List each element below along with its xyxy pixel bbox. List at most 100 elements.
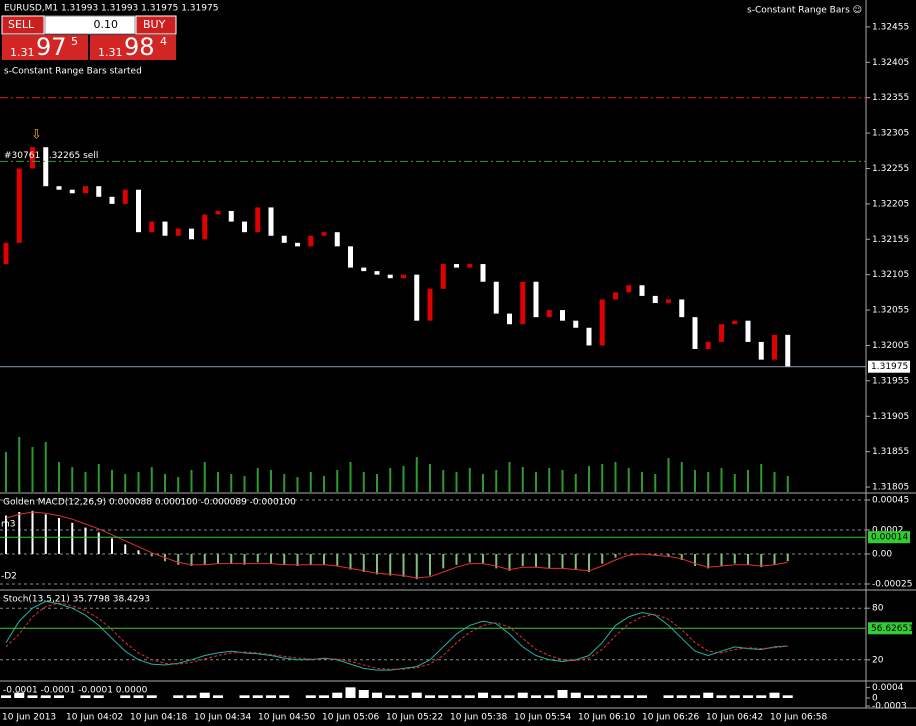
osc-bar bbox=[478, 692, 488, 698]
candle-body bbox=[785, 334, 791, 367]
osc-bar bbox=[570, 692, 581, 698]
lot-field[interactable] bbox=[44, 15, 136, 35]
y-tick-label: 1.31955 bbox=[872, 376, 909, 386]
osc-bar bbox=[491, 695, 502, 698]
y-tick-label: 0.00 bbox=[872, 550, 892, 560]
osc-bar bbox=[716, 695, 727, 698]
time-label: 10 Jun 04:18 bbox=[130, 713, 187, 723]
candle-body bbox=[573, 320, 579, 328]
candle-body bbox=[546, 310, 552, 318]
osc-bar bbox=[411, 692, 422, 698]
buy-price-box[interactable] bbox=[90, 35, 176, 60]
candle-body bbox=[308, 235, 314, 247]
candle-body bbox=[626, 285, 632, 293]
candle-body bbox=[175, 228, 181, 236]
candle-body bbox=[228, 210, 234, 222]
buy-button[interactable] bbox=[135, 15, 177, 35]
y-tick-label: 1.32105 bbox=[872, 270, 909, 280]
candle-body bbox=[454, 264, 459, 268]
candle-body bbox=[745, 320, 751, 342]
y-tick-label: 1.32355 bbox=[872, 93, 909, 103]
candle-body bbox=[387, 274, 393, 279]
time-label: 10 Jun 05:38 bbox=[450, 713, 507, 723]
osc-bar bbox=[305, 695, 316, 698]
candle-body bbox=[599, 299, 605, 346]
osc-bar bbox=[544, 695, 555, 698]
sell-price-box[interactable] bbox=[2, 35, 88, 60]
y-tick-label: 1.32455 bbox=[872, 22, 909, 32]
osc-bar bbox=[319, 695, 329, 698]
indicator-line bbox=[5, 600, 788, 671]
time-label: 10 Jun 06:10 bbox=[578, 713, 635, 723]
buy-label: BUY bbox=[143, 18, 166, 31]
candle-body bbox=[507, 313, 512, 325]
candle-body bbox=[215, 210, 221, 215]
candle-body bbox=[427, 288, 433, 321]
candle-body bbox=[401, 274, 406, 279]
osc-bar bbox=[637, 695, 647, 698]
candle-body bbox=[30, 147, 35, 169]
order-label: #30761 1.32265 sell bbox=[4, 151, 98, 161]
y-tick-label: 0.0004 bbox=[872, 683, 904, 693]
indicator-line bbox=[5, 602, 788, 670]
candle-body bbox=[361, 267, 367, 272]
candle-body bbox=[255, 207, 261, 233]
y-tick-label: 1.31855 bbox=[872, 447, 909, 457]
y-tick-label: 1.32255 bbox=[872, 164, 909, 174]
osc-bar bbox=[557, 690, 568, 698]
osc-bar bbox=[464, 695, 475, 698]
osc-bar bbox=[27, 695, 38, 698]
candle-body bbox=[162, 221, 168, 236]
time-label: 10 Jun 06:42 bbox=[706, 713, 763, 723]
candle-body bbox=[719, 324, 724, 342]
osc-bar bbox=[358, 690, 369, 698]
osc-bar bbox=[239, 695, 250, 698]
y-tick-label: -0.0003 bbox=[872, 702, 907, 712]
candle-body bbox=[56, 186, 62, 190]
left-label: -D2 bbox=[1, 572, 17, 582]
sell-button[interactable] bbox=[1, 15, 45, 35]
time-label: 10 Jun 06:58 bbox=[770, 713, 827, 723]
candle-body bbox=[334, 232, 340, 247]
osc-bar bbox=[252, 695, 263, 698]
indicator-title: Golden MACD(12,26,9) 0.000088 0.000100 -… bbox=[3, 498, 296, 508]
indicator-name: s-Constant Range Bars ☺ bbox=[747, 5, 862, 16]
indicator-line bbox=[5, 511, 788, 579]
candle-body bbox=[136, 189, 141, 233]
candle-body bbox=[639, 285, 645, 296]
osc-bar bbox=[584, 695, 594, 698]
osc-bar bbox=[690, 695, 700, 698]
current-price-box bbox=[868, 360, 910, 373]
time-label: 10 Jun 04:02 bbox=[66, 713, 123, 723]
candle-body bbox=[440, 264, 446, 289]
osc-bar bbox=[610, 695, 621, 698]
candle-body bbox=[374, 271, 380, 275]
indicator-title: Stoch(13,5,21) 35.7798 38.4293 bbox=[3, 595, 150, 605]
osc-bar bbox=[186, 695, 197, 698]
left-label: m3 bbox=[1, 520, 16, 530]
osc-bar bbox=[54, 695, 64, 698]
time-label: 10 Jun 06:26 bbox=[642, 713, 699, 723]
time-label: 10 Jun 05:22 bbox=[386, 713, 443, 723]
osc-bar bbox=[332, 692, 343, 698]
y-tick-label: 1.32155 bbox=[872, 235, 909, 245]
osc-bar bbox=[782, 695, 793, 698]
osc-bar bbox=[703, 692, 714, 698]
candle-body bbox=[705, 341, 711, 350]
osc-bar bbox=[531, 695, 541, 698]
candle-body bbox=[732, 320, 738, 325]
candle-body bbox=[122, 189, 128, 204]
y-tick-label: 0 bbox=[872, 694, 878, 704]
price-big: 97 bbox=[36, 33, 67, 61]
trade-panel: SELL 0.10 BUY 1.31 97 5 1.31 98 4 bbox=[1, 15, 177, 61]
candle-body bbox=[43, 147, 49, 187]
osc-bar bbox=[729, 695, 740, 698]
candle-body bbox=[533, 281, 539, 318]
time-label: 10 Jun 05:54 bbox=[514, 713, 571, 723]
time-label: 10 Jun 04:50 bbox=[258, 713, 315, 723]
price-small: 4 bbox=[160, 35, 167, 48]
osc-bar bbox=[345, 687, 356, 698]
time-label: 10 Jun 2013 bbox=[2, 713, 56, 723]
osc-bar bbox=[756, 695, 767, 698]
candle-body bbox=[414, 274, 420, 321]
